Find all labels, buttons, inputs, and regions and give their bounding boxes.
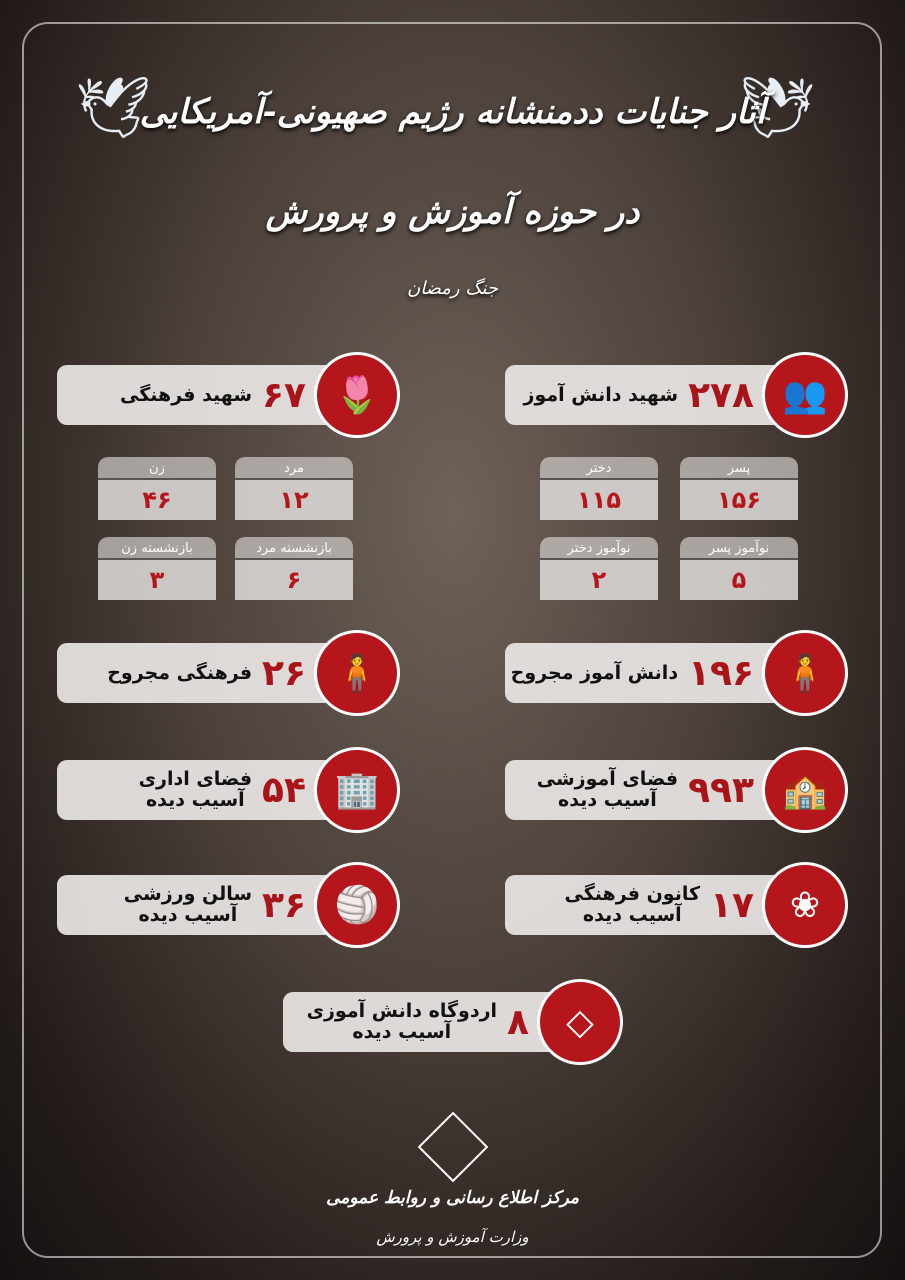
stat-value: ۶۷ [262, 374, 306, 416]
breakdown-label: بازنشسته مرد [235, 537, 353, 560]
damaged-offices-card: ۵۴ فضای اداری آسیب دیده 🏢 [57, 747, 400, 833]
breakdown-label: زن [98, 457, 216, 480]
breakdown-label: دختر [540, 457, 658, 480]
teachers-killed-card: ۶۷ شهید فرهنگی 🌷 [57, 352, 400, 438]
breakdown-box: زن ۴۶ [98, 457, 216, 520]
damaged-schools-card: ۹۹۳ فضای آموزشی آسیب دیده 🏫 [505, 747, 848, 833]
breakdown-label: نوآموز دختر [540, 537, 658, 560]
breakdown-box: نوآموز دختر ۲ [540, 537, 658, 600]
stat-value: ۲۶ [262, 652, 306, 694]
breakdown-box: بازنشسته مرد ۶ [235, 537, 353, 600]
breakdown-box: پسر ۱۵۶ [680, 457, 798, 520]
breakdown-box: نوآموز پسر ۵ [680, 537, 798, 600]
breakdown-label: پسر [680, 457, 798, 480]
stat-label: آسیب دیده [145, 789, 245, 811]
title-line2: در حوزه آموزش و پرورش [265, 192, 640, 232]
breakdown-value: ۶ [235, 560, 353, 600]
tulip-icon: 🌷 [314, 352, 400, 438]
stat-value: ۳۶ [262, 884, 306, 926]
stat-label: آسیب دیده [352, 1021, 452, 1043]
breakdown-box: مرد ۱۲ [235, 457, 353, 520]
damaged-gyms-card: ۳۶ سالن ورزشی آسیب دیده 🏐 [57, 862, 400, 948]
breakdown-value: ۱۱۵ [540, 480, 658, 520]
injured-person-icon: 🧍 [762, 630, 848, 716]
stat-label: اردوگاه دانش آموزی [306, 1000, 498, 1023]
subtitle: جنگ رمضان [406, 278, 499, 299]
breakdown-value: ۵ [680, 560, 798, 600]
injured-teachers-card: ۲۶ فرهنگی مجروح 🧍 [57, 630, 400, 716]
stat-value: ۵۴ [262, 769, 306, 811]
kite-icon: ◇ [537, 979, 623, 1065]
injured-students-card: ۱۹۶ دانش آموز مجروح 🧍 [505, 630, 848, 716]
breakdown-value: ۴۶ [98, 480, 216, 520]
students-icon: 👥 [762, 352, 848, 438]
students-killed-card: ۲۷۸ شهید دانش آموز 👥 [505, 352, 848, 438]
stat-label: شهید دانش آموز [523, 383, 679, 406]
stat-label: فضای اداری [138, 768, 253, 791]
stat-label: آسیب دیده [582, 904, 682, 926]
stat-label: فرهنگی مجروح [107, 661, 253, 684]
volleyball-icon: 🏐 [314, 862, 400, 948]
breakdown-value: ۲ [540, 560, 658, 600]
breakdown-label: مرد [235, 457, 353, 480]
breakdown-value: ۳ [98, 560, 216, 600]
damaged-cultural-centers-card: ۱۷ کانون فرهنگی آسیب دیده ❀ [505, 862, 848, 948]
breakdown-label: بازنشسته زن [98, 537, 216, 560]
breakdown-box: بازنشسته زن ۳ [98, 537, 216, 600]
stat-label: شهید فرهنگی [120, 383, 253, 406]
school-building-icon: 🏫 [762, 747, 848, 833]
stat-value: ۱۷ [710, 884, 754, 926]
lotus-icon: ❀ [762, 862, 848, 948]
stat-label: فضای آموزشی [536, 768, 679, 791]
breakdown-value: ۱۲ [235, 480, 353, 520]
stat-value: ۹۹۳ [688, 769, 754, 811]
stat-value: ۸ [507, 1001, 529, 1043]
stat-label: سالن ورزشی [123, 883, 253, 906]
damaged-camps-card: ۸ اردوگاه دانش آموزی آسیب دیده ◇ [283, 979, 623, 1065]
breakdown-label: نوآموز پسر [680, 537, 798, 560]
stat-label: کانون فرهنگی [564, 883, 701, 906]
stat-label: آسیب دیده [138, 904, 238, 926]
office-building-icon: 🏢 [314, 747, 400, 833]
dove-icon: 🕊 [75, 73, 152, 143]
breakdown-value: ۱۵۶ [680, 480, 798, 520]
stat-label: دانش آموز مجروح [510, 661, 679, 684]
border-frame [22, 22, 882, 1258]
injured-person-icon: 🧍 [314, 630, 400, 716]
stat-value: ۲۷۸ [688, 374, 754, 416]
footer-ministry: وزارت آموزش و پرورش [376, 1228, 529, 1246]
stat-value: ۱۹۶ [688, 652, 754, 694]
stat-label: آسیب دیده [558, 789, 657, 811]
title-line1: آثار جنایات ددمنشانه رژیم صهیونی-آمریکای… [139, 92, 766, 132]
breakdown-box: دختر ۱۱۵ [540, 457, 658, 520]
footer-org: مرکز اطلاع رسانی و روابط عمومی [326, 1188, 579, 1208]
